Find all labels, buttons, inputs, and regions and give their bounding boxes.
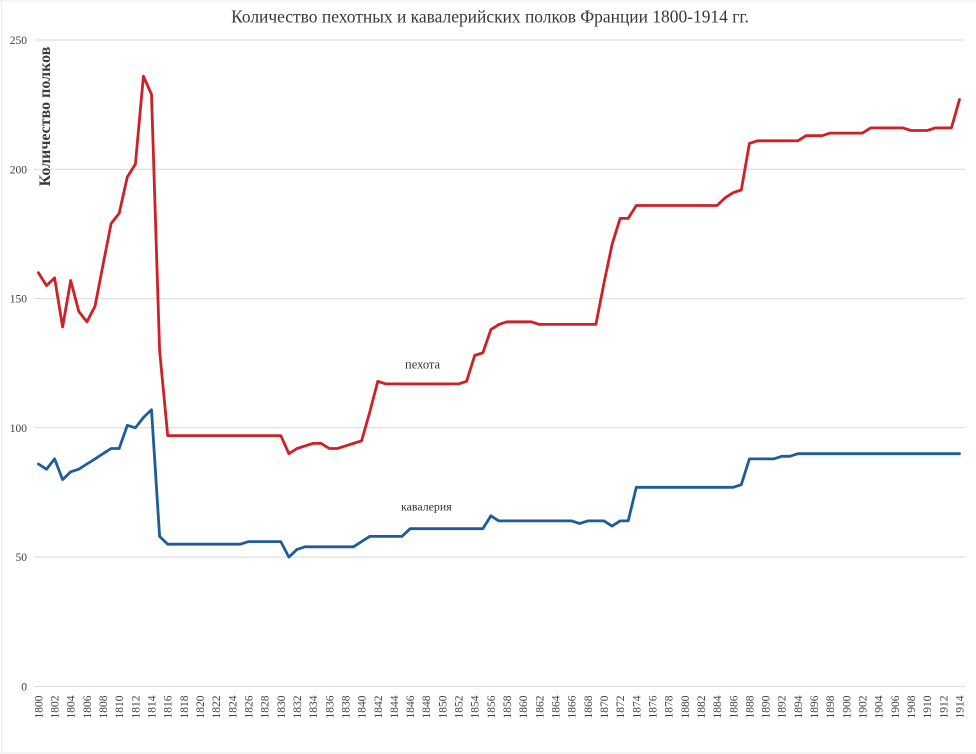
svg-text:1800: 1800 bbox=[33, 695, 45, 718]
svg-text:1854: 1854 bbox=[470, 695, 482, 718]
svg-text:1822: 1822 bbox=[211, 695, 223, 718]
svg-text:200: 200 bbox=[10, 164, 28, 176]
svg-text:1874: 1874 bbox=[631, 695, 643, 718]
svg-text:1830: 1830 bbox=[276, 695, 288, 718]
svg-text:1836: 1836 bbox=[324, 695, 336, 718]
svg-text:1832: 1832 bbox=[292, 695, 304, 718]
svg-text:1862: 1862 bbox=[534, 695, 546, 718]
svg-text:1856: 1856 bbox=[486, 695, 498, 718]
svg-text:1860: 1860 bbox=[518, 695, 530, 718]
svg-text:1850: 1850 bbox=[437, 695, 449, 718]
svg-text:100: 100 bbox=[10, 423, 28, 435]
svg-text:250: 250 bbox=[10, 35, 28, 47]
svg-text:Количество пехотных и кавалери: Количество пехотных и кавалерийских полк… bbox=[231, 7, 749, 27]
svg-text:пехота: пехота bbox=[405, 358, 441, 372]
svg-text:1816: 1816 bbox=[163, 695, 175, 718]
svg-text:1894: 1894 bbox=[793, 695, 805, 718]
svg-text:1848: 1848 bbox=[421, 695, 433, 718]
svg-text:1810: 1810 bbox=[114, 695, 126, 718]
svg-text:1838: 1838 bbox=[340, 695, 352, 718]
svg-text:1858: 1858 bbox=[502, 695, 514, 718]
svg-text:1904: 1904 bbox=[874, 695, 886, 718]
svg-text:1806: 1806 bbox=[82, 695, 94, 718]
svg-text:1840: 1840 bbox=[357, 695, 369, 718]
svg-text:1886: 1886 bbox=[728, 695, 740, 718]
svg-text:1828: 1828 bbox=[260, 695, 272, 718]
svg-text:1844: 1844 bbox=[389, 695, 401, 718]
svg-text:1864: 1864 bbox=[551, 695, 563, 718]
svg-text:1888: 1888 bbox=[744, 695, 756, 718]
svg-text:1876: 1876 bbox=[648, 695, 660, 718]
svg-text:1872: 1872 bbox=[615, 695, 627, 718]
svg-text:1802: 1802 bbox=[50, 695, 62, 718]
svg-text:1906: 1906 bbox=[890, 695, 902, 718]
svg-text:1914: 1914 bbox=[955, 695, 967, 718]
svg-text:1910: 1910 bbox=[922, 695, 934, 718]
svg-text:1896: 1896 bbox=[809, 695, 821, 718]
svg-text:1824: 1824 bbox=[227, 695, 239, 718]
svg-text:1912: 1912 bbox=[938, 695, 950, 718]
svg-text:1902: 1902 bbox=[858, 695, 870, 718]
svg-text:1884: 1884 bbox=[712, 695, 724, 718]
svg-text:1846: 1846 bbox=[405, 695, 417, 718]
svg-text:1804: 1804 bbox=[66, 695, 78, 718]
svg-text:1882: 1882 bbox=[696, 695, 708, 718]
svg-text:Количество полков: Количество полков bbox=[37, 46, 54, 186]
svg-text:0: 0 bbox=[21, 681, 27, 693]
svg-text:1900: 1900 bbox=[841, 695, 853, 718]
svg-text:1826: 1826 bbox=[244, 695, 256, 718]
svg-text:1868: 1868 bbox=[583, 695, 595, 718]
svg-text:1818: 1818 bbox=[179, 695, 191, 718]
svg-text:1870: 1870 bbox=[599, 695, 611, 718]
svg-text:1814: 1814 bbox=[147, 695, 159, 718]
svg-text:кавалерия: кавалерия bbox=[401, 500, 452, 514]
svg-text:150: 150 bbox=[10, 294, 28, 306]
svg-text:1834: 1834 bbox=[308, 695, 320, 718]
svg-text:1808: 1808 bbox=[98, 695, 110, 718]
svg-text:1890: 1890 bbox=[761, 695, 773, 718]
svg-text:1842: 1842 bbox=[373, 695, 385, 718]
svg-text:1866: 1866 bbox=[567, 695, 579, 718]
svg-text:1892: 1892 bbox=[777, 695, 789, 718]
svg-text:1898: 1898 bbox=[825, 695, 837, 718]
svg-text:1820: 1820 bbox=[195, 695, 207, 718]
svg-text:1908: 1908 bbox=[906, 695, 918, 718]
svg-text:1852: 1852 bbox=[454, 695, 466, 718]
svg-text:1880: 1880 bbox=[680, 695, 692, 718]
svg-text:50: 50 bbox=[16, 552, 28, 564]
svg-text:1878: 1878 bbox=[664, 695, 676, 718]
svg-text:1812: 1812 bbox=[130, 695, 142, 718]
